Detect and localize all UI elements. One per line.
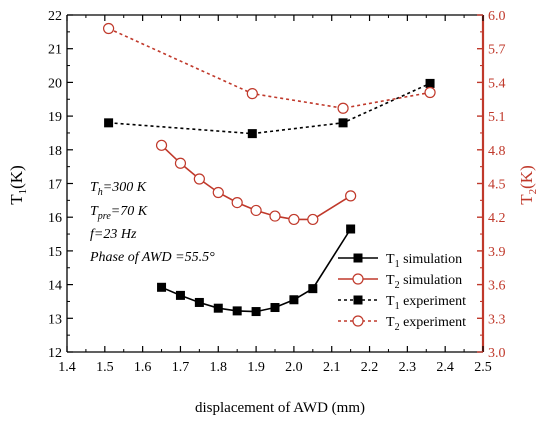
data-point-t2sim	[250, 204, 262, 217]
data-point-t2exp	[102, 22, 115, 35]
data-point-t1exp	[104, 118, 114, 128]
legend: T1 simulation T2 simulation T1 experiment T…	[338, 252, 466, 333]
legend-item-t1sim: T1 simulation	[338, 252, 462, 270]
data-point-t2sim	[288, 213, 300, 226]
data-point-t1sim	[194, 297, 204, 307]
data-point-t2sim	[155, 139, 168, 151]
data-point-t2sim	[212, 186, 224, 199]
data-point-t2exp	[337, 102, 349, 114]
y-left-tick-label: 12	[48, 346, 62, 361]
data-point-t1exp	[338, 118, 348, 128]
data-point-t2sim	[174, 157, 187, 169]
x-tick-label: 1.7	[172, 360, 190, 375]
y-right-tick-label: 4.8	[488, 144, 506, 159]
x-tick-label: 2.5	[474, 360, 492, 375]
y-right-tick-label: 5.1	[488, 110, 506, 125]
x-tick-label: 2.4	[436, 360, 454, 375]
y-right-tick-label: 3.3	[488, 312, 506, 327]
annotation-frequency: f=23 Hz	[90, 227, 137, 242]
x-tick-label: 1.6	[134, 360, 152, 375]
y-left-tick-label: 21	[48, 43, 62, 58]
y-left-tick-label: 19	[48, 110, 62, 125]
y-right-tick-label: 3.9	[488, 245, 506, 260]
series-t1sim	[157, 224, 356, 317]
data-point-t1sim	[232, 306, 242, 316]
y-left-tick-label: 13	[48, 312, 62, 327]
data-point-t1exp	[247, 129, 257, 139]
y-right-tick-label: 6.0	[488, 9, 506, 24]
x-tick-label: 1.4	[58, 360, 76, 375]
x-tick-label: 2.3	[399, 360, 417, 375]
series-t2sim	[155, 139, 357, 226]
legend-item-t2sim: T2 simulation	[338, 273, 462, 291]
y-right-tick-label: 5.4	[488, 76, 506, 91]
y-left-tick-label: 22	[48, 9, 62, 24]
axes-layer: 1.4 1.5 1.6 1.7 1.8 1.9 2.0 2.1 2.2 2.3 2.4 2.5 12 13…	[48, 9, 506, 375]
series-t2exp	[102, 22, 436, 114]
x-tick-label: 1.8	[210, 360, 228, 375]
y-left-axis-title: T1(K)	[7, 165, 29, 205]
legend-label: T2 simulation	[386, 273, 462, 291]
x-axis-title: displacement of AWD (mm)	[195, 400, 365, 416]
data-point-t1sim	[213, 303, 223, 313]
data-point-t2sim	[193, 173, 205, 185]
legend-swatch-marker	[353, 295, 363, 305]
y-left-tick-label: 18	[48, 144, 62, 159]
legend-swatch-marker	[352, 273, 364, 285]
data-point-t2sim	[231, 196, 243, 209]
y-right-tick-label: 3.0	[488, 346, 506, 361]
data-point-t1sim	[308, 284, 318, 294]
y-right-axis-title: T2(K)	[517, 165, 539, 205]
legend-label: T1 simulation	[386, 252, 462, 270]
y-right-tick-label: 4.5	[488, 178, 506, 193]
y-left-tick-label: 15	[48, 245, 62, 260]
series-line-t1exp	[108, 82, 431, 135]
legend-item-t1exp: T1 experiment	[338, 294, 466, 312]
y-left-tick-label: 14	[48, 279, 62, 294]
y-right-tick-label: 5.7	[488, 43, 506, 58]
data-point-t1sim	[157, 282, 167, 292]
series-layer	[102, 22, 436, 317]
legend-label: T2 experiment	[386, 315, 466, 333]
data-point-t1exp	[425, 78, 435, 88]
annotation-phase: Phase of AWD =55.5°	[89, 250, 215, 265]
series-line-t1sim	[161, 228, 352, 313]
data-point-t2exp	[424, 86, 436, 99]
series-t1exp	[104, 78, 435, 139]
y-left-tick-label: 20	[48, 76, 62, 91]
legend-swatch-marker	[352, 315, 364, 327]
x-tick-label: 2.2	[361, 360, 379, 375]
annotation-tpre: Tpre=70 K	[90, 204, 148, 222]
x-tick-label: 1.5	[96, 360, 114, 375]
data-point-t2sim	[269, 210, 281, 222]
series-line-t2exp	[108, 27, 431, 110]
series-line-t2sim	[160, 144, 352, 221]
legend-label: T1 experiment	[386, 294, 466, 312]
x-tick-label: 1.9	[247, 360, 265, 375]
data-point-t1sim	[289, 295, 299, 305]
data-point-t1sim	[251, 307, 261, 317]
conditions-annotation: Th=300 K Tpre=70 K f=23 Hz Phase of AWD …	[89, 180, 215, 265]
y-left-tick-label: 16	[48, 211, 62, 226]
data-point-t1sim	[270, 303, 280, 313]
annotation-th: Th=300 K	[90, 180, 147, 198]
legend-item-t2exp: T2 experiment	[338, 315, 466, 333]
y-right-tick-label: 3.6	[488, 279, 506, 294]
y-left-tick-label: 17	[48, 178, 62, 193]
data-point-t2sim	[307, 213, 319, 226]
x-tick-label: 2.1	[323, 360, 341, 375]
x-tick-label: 2.0	[285, 360, 303, 375]
data-point-t2exp	[246, 88, 258, 100]
data-point-t1sim	[346, 224, 356, 234]
y-right-tick-label: 4.2	[488, 211, 506, 226]
data-point-t1sim	[175, 290, 185, 300]
legend-swatch-marker	[353, 253, 363, 263]
data-point-t2sim	[345, 190, 357, 202]
